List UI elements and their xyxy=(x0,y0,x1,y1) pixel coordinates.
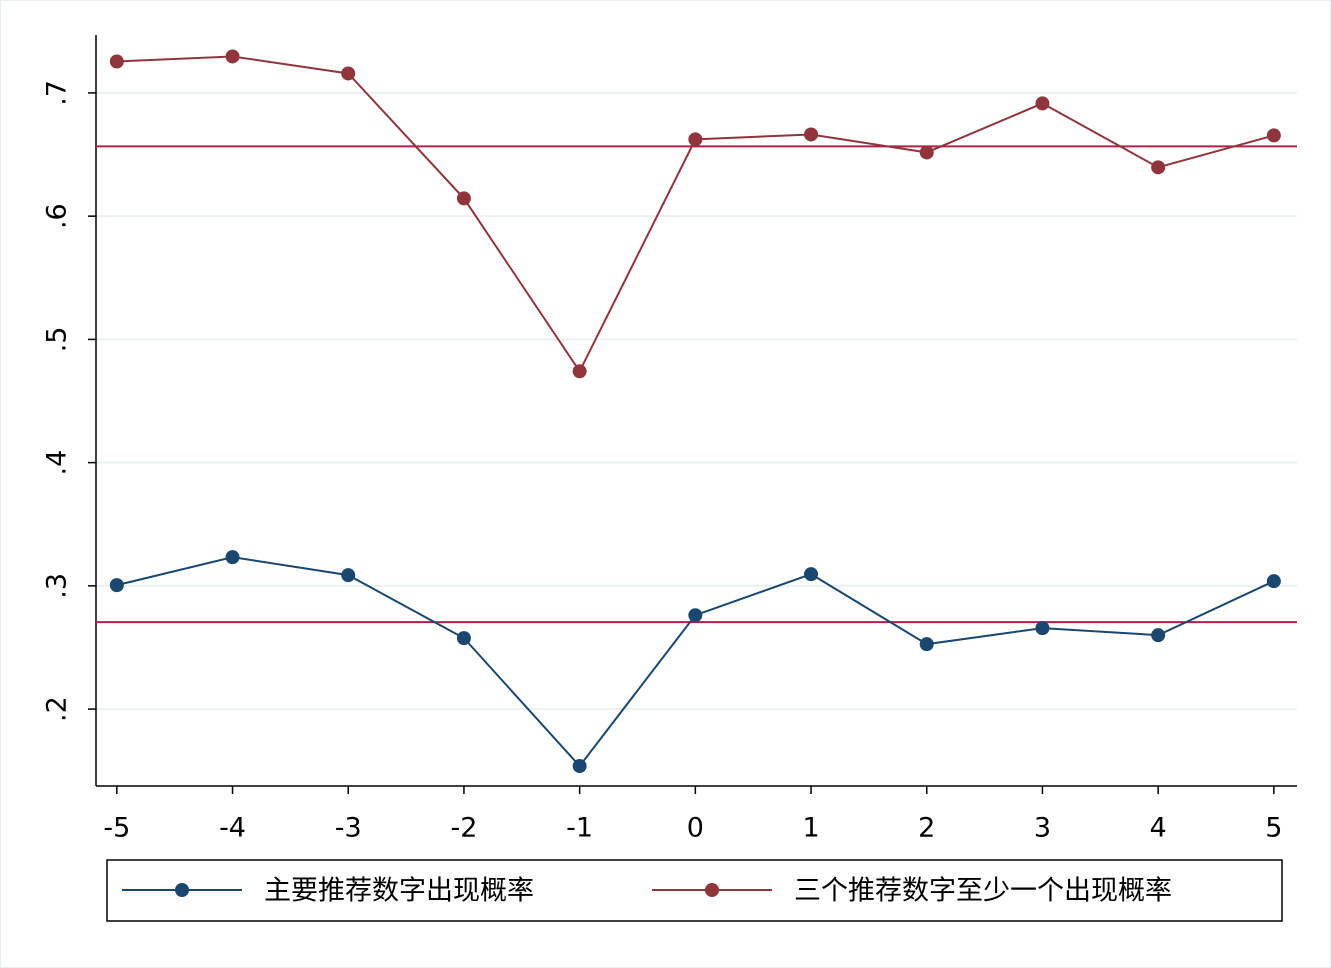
legend-label: 主要推荐数字出现概率 xyxy=(264,876,534,907)
x-tick-label: -4 xyxy=(219,813,246,844)
y-tick-label: .2 xyxy=(42,696,73,722)
point xyxy=(109,578,124,593)
point xyxy=(456,191,471,206)
x-tick-label: -2 xyxy=(450,813,477,844)
legend-label: 三个推荐数字至少一个出现概率 xyxy=(794,876,1172,907)
point xyxy=(1151,160,1166,175)
point xyxy=(572,759,587,774)
x-tick-label: 1 xyxy=(802,813,819,844)
point xyxy=(804,127,819,142)
point xyxy=(572,364,587,379)
point xyxy=(804,567,819,582)
x-tick-label: 0 xyxy=(687,813,704,844)
x-tick-label: 4 xyxy=(1150,813,1167,844)
y-tick-label: .7 xyxy=(42,80,73,106)
y-tick-label: .5 xyxy=(42,327,73,353)
point xyxy=(341,568,356,583)
point xyxy=(456,631,471,646)
point xyxy=(688,608,703,623)
legend-marker xyxy=(705,883,719,897)
point xyxy=(688,132,703,147)
x-tick-label: -5 xyxy=(103,813,130,844)
legend-marker xyxy=(175,883,189,897)
y-tick-label: .4 xyxy=(42,450,73,476)
point xyxy=(225,49,240,64)
point xyxy=(1035,621,1050,636)
x-tick-label: 5 xyxy=(1265,813,1282,844)
point xyxy=(1035,96,1050,111)
point xyxy=(109,54,124,69)
point xyxy=(1266,574,1281,589)
point xyxy=(919,145,934,160)
point xyxy=(225,550,240,565)
y-tick-label: .3 xyxy=(42,573,73,599)
x-tick-label: -3 xyxy=(335,813,362,844)
point xyxy=(341,66,356,81)
x-tick-label: -1 xyxy=(566,813,593,844)
y-tick-label: .6 xyxy=(42,203,73,229)
point xyxy=(919,637,934,652)
point xyxy=(1151,628,1166,643)
x-tick-label: 2 xyxy=(918,813,935,844)
point xyxy=(1266,128,1281,143)
x-tick-label: 3 xyxy=(1034,813,1051,844)
